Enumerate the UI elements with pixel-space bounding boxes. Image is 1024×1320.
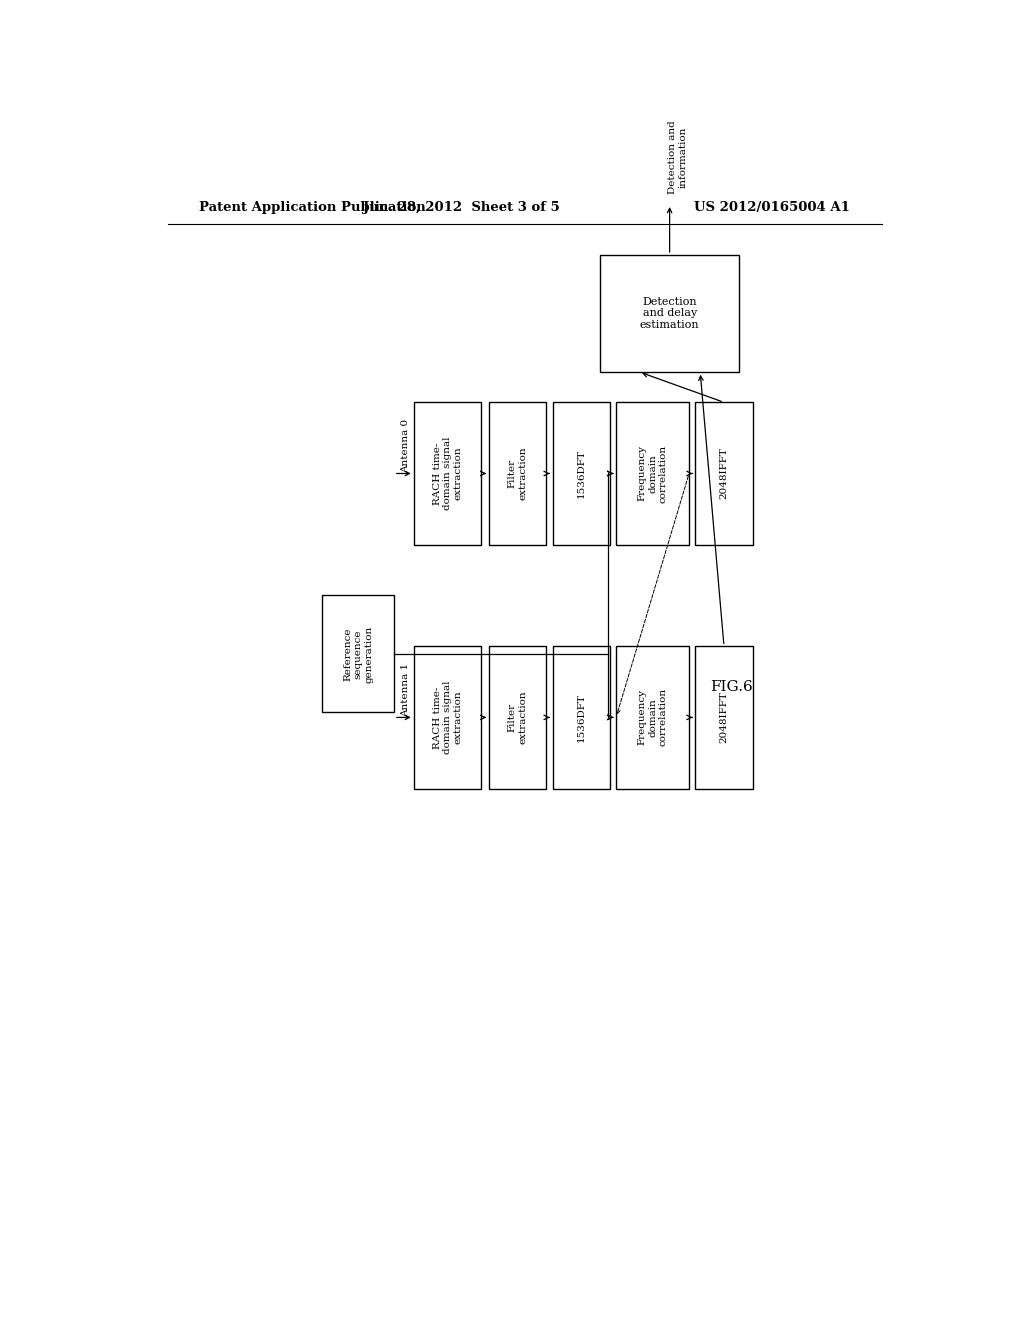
Text: 1536DFT: 1536DFT xyxy=(577,449,586,498)
Bar xyxy=(553,403,609,545)
Bar xyxy=(553,647,609,788)
Text: Detection
and delay
estimation: Detection and delay estimation xyxy=(640,297,699,330)
Text: 1536DFT: 1536DFT xyxy=(577,693,586,742)
Bar xyxy=(489,647,546,788)
Bar xyxy=(616,647,689,788)
Text: RACH time-
domain signal
extraction: RACH time- domain signal extraction xyxy=(432,437,462,511)
Text: Antenna 0: Antenna 0 xyxy=(400,420,410,474)
Text: US 2012/0165004 A1: US 2012/0165004 A1 xyxy=(694,201,850,214)
Text: RACH time-
domain signal
extraction: RACH time- domain signal extraction xyxy=(432,681,462,754)
Bar xyxy=(695,403,753,545)
Bar xyxy=(323,595,394,713)
Text: Frequency
domain
correlation: Frequency domain correlation xyxy=(638,688,668,747)
Text: Jun. 28, 2012  Sheet 3 of 5: Jun. 28, 2012 Sheet 3 of 5 xyxy=(362,201,560,214)
Text: Antenna 1: Antenna 1 xyxy=(400,663,410,718)
Text: 2048IFFT: 2048IFFT xyxy=(720,447,728,499)
Text: FIG.6: FIG.6 xyxy=(710,680,753,694)
Text: Reference
sequence
generation: Reference sequence generation xyxy=(343,626,373,682)
Text: Filter
extraction: Filter extraction xyxy=(508,690,527,744)
Text: Detection and
information: Detection and information xyxy=(668,120,687,194)
Bar xyxy=(489,403,546,545)
Text: Frequency
domain
correlation: Frequency domain correlation xyxy=(638,445,668,503)
Text: 2048IFFT: 2048IFFT xyxy=(720,692,728,743)
Bar xyxy=(600,255,739,372)
Text: Filter
extraction: Filter extraction xyxy=(508,446,527,500)
Text: Patent Application Publication: Patent Application Publication xyxy=(200,201,426,214)
Bar xyxy=(414,647,481,788)
Bar xyxy=(695,647,753,788)
Bar xyxy=(616,403,689,545)
Bar xyxy=(414,403,481,545)
